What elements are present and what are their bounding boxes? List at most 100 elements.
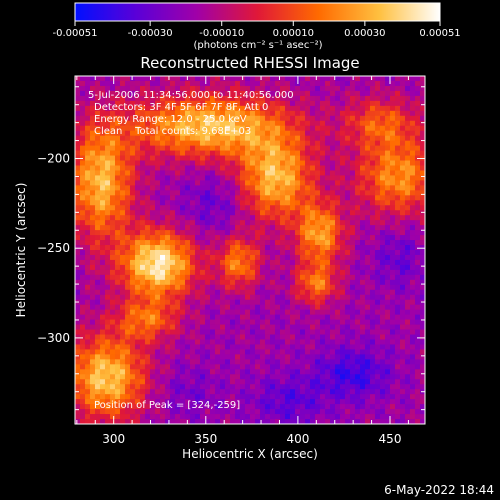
heatmap-cell	[245, 95, 251, 102]
heatmap-cell	[230, 115, 236, 122]
heatmap-cell	[345, 374, 351, 380]
heatmap-cell	[360, 409, 366, 415]
heatmap-cell	[375, 279, 381, 286]
heatmap-cell	[350, 319, 356, 325]
heatmap-cell	[285, 254, 291, 261]
heatmap-cell	[100, 250, 106, 256]
heatmap-cell	[250, 150, 256, 156]
heatmap-cell	[385, 324, 391, 330]
heatmap-cell	[105, 364, 111, 370]
heatmap-cell	[405, 165, 411, 171]
heatmap-cell	[150, 170, 156, 176]
heatmap-cell	[395, 319, 401, 325]
heatmap-cell	[195, 414, 201, 420]
heatmap-cell	[255, 404, 261, 410]
heatmap-cell	[295, 289, 301, 296]
heatmap-cell	[80, 274, 86, 281]
heatmap-cell	[165, 215, 171, 221]
heatmap-cell	[100, 155, 106, 161]
heatmap-cell	[85, 344, 91, 350]
heatmap-cell	[290, 389, 296, 395]
heatmap-cell	[85, 155, 91, 161]
heatmap-cell	[255, 324, 261, 330]
heatmap-cell	[405, 145, 411, 151]
heatmap-cell	[365, 419, 371, 425]
heatmap-cell	[390, 95, 396, 102]
heatmap-cell	[280, 404, 286, 410]
heatmap-cell	[140, 245, 146, 251]
heatmap-cell	[95, 245, 101, 251]
heatmap-cell	[350, 85, 356, 92]
heatmap-cell	[325, 145, 331, 151]
heatmap-cell	[375, 379, 381, 385]
heatmap-cell	[370, 175, 376, 181]
heatmap-cell	[340, 140, 346, 146]
heatmap-cell	[275, 259, 281, 266]
heatmap-cell	[320, 180, 326, 186]
heatmap-cell	[150, 130, 156, 137]
heatmap-cell	[220, 140, 226, 146]
heatmap-cell	[390, 289, 396, 296]
heatmap-cell	[140, 130, 146, 137]
heatmap-cell	[200, 284, 206, 291]
heatmap-cell	[390, 210, 396, 216]
heatmap-cell	[240, 115, 246, 122]
heatmap-cell	[370, 210, 376, 216]
heatmap-cell	[165, 145, 171, 151]
heatmap-cell	[115, 150, 121, 156]
heatmap-cell	[265, 259, 271, 266]
heatmap-cell	[275, 125, 281, 132]
heatmap-cell	[100, 409, 106, 415]
heatmap-cell	[170, 304, 176, 311]
heatmap-cell	[340, 294, 346, 301]
heatmap-cell	[115, 175, 121, 181]
heatmap-cell	[305, 150, 311, 156]
heatmap-cell	[125, 120, 131, 127]
heatmap-cell	[190, 399, 196, 405]
heatmap-cell	[155, 309, 161, 316]
heatmap-cell	[350, 225, 356, 231]
y-axis-ticks	[75, 86, 425, 411]
heatmap-cell	[305, 200, 311, 206]
heatmap-cell	[210, 374, 216, 380]
heatmap-cell	[325, 120, 331, 127]
heatmap-cell	[330, 409, 336, 415]
heatmap-cell	[105, 394, 111, 400]
heatmap-cell	[400, 369, 406, 375]
heatmap-cell	[100, 150, 106, 156]
heatmap-cell	[375, 170, 381, 176]
heatmap-cell	[380, 120, 386, 127]
heatmap-cell	[325, 180, 331, 186]
heatmap-cell	[110, 304, 116, 311]
heatmap-cell	[275, 419, 281, 425]
heatmap-cell	[255, 95, 261, 102]
heatmap-cell	[280, 250, 286, 256]
heatmap-cell	[75, 80, 81, 87]
heatmap-cell	[115, 180, 121, 186]
heatmap-cell	[150, 409, 156, 415]
heatmap-cell	[205, 269, 211, 276]
heatmap-cell	[400, 284, 406, 291]
heatmap-cell	[205, 135, 211, 142]
heatmap-cell	[105, 150, 111, 156]
heatmap-cell	[270, 210, 276, 216]
heatmap-cell	[420, 110, 426, 117]
heatmap-cell	[325, 284, 331, 291]
heatmap-cell	[135, 354, 141, 360]
heatmap-cell	[345, 115, 351, 122]
heatmap-cell	[115, 130, 121, 137]
heatmap-cell	[165, 95, 171, 102]
heatmap-cell	[210, 339, 216, 345]
heatmap-cell	[380, 140, 386, 146]
heatmap-cell	[230, 349, 236, 355]
heatmap-cell	[340, 319, 346, 325]
heatmap-cell	[170, 200, 176, 206]
heatmap-cell	[310, 140, 316, 146]
heatmap-cell	[365, 85, 371, 92]
heatmap-cell	[155, 374, 161, 380]
heatmap-cell	[320, 394, 326, 400]
heatmap-cell	[320, 210, 326, 216]
heatmap-cell	[295, 399, 301, 405]
heatmap-cell	[205, 279, 211, 286]
heatmap-cell	[355, 384, 361, 390]
